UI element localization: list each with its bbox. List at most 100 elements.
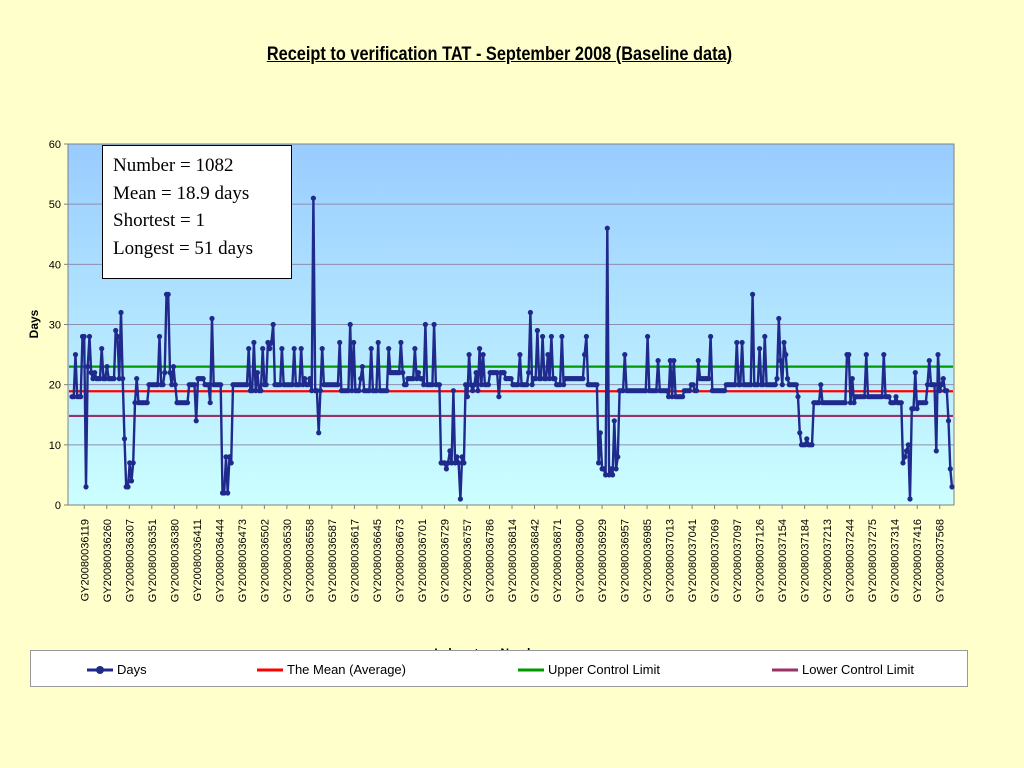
days-point (739, 339, 745, 346)
days-point (104, 364, 110, 370)
x-tick-label: GY20080036871 (552, 519, 564, 602)
days-point (477, 346, 483, 352)
x-tick-label: GY20080036786 (484, 519, 496, 602)
days-point (403, 382, 409, 388)
days-point (475, 388, 481, 394)
days-point (940, 376, 946, 382)
days-point (527, 309, 534, 316)
x-tick-label: GY20080036307 (124, 519, 136, 602)
stats-box: Number = 1082 Mean = 18.9 days Shortest … (102, 145, 292, 279)
days-point (517, 352, 523, 358)
days-point (561, 382, 567, 388)
days-point (279, 346, 285, 352)
y-axis-label: Days (27, 309, 41, 338)
days-point (270, 321, 276, 328)
y-tick-label: 10 (49, 440, 61, 452)
legend-item-days: Days (87, 651, 147, 688)
days-point (945, 418, 952, 424)
days-point (419, 376, 425, 382)
x-tick-label: GY20080036119 (79, 519, 91, 601)
days-point (793, 382, 799, 388)
y-tick-label: 20 (49, 380, 61, 392)
legend-ucl-marker (518, 668, 544, 671)
days-point (473, 370, 479, 376)
days-point (734, 339, 740, 346)
days-point (540, 333, 546, 340)
x-tick-label: GY20080037154 (777, 519, 789, 602)
days-point (706, 376, 712, 382)
days-point (431, 321, 437, 328)
days-point (337, 339, 343, 346)
days-point (359, 364, 365, 370)
legend-mean-marker (257, 668, 283, 671)
days-point (604, 225, 610, 231)
days-point (695, 358, 701, 364)
days-point (258, 388, 264, 394)
days-point (526, 370, 532, 376)
days-point (205, 382, 212, 388)
x-tick-label: GY20080037568 (935, 519, 947, 602)
days-point (471, 382, 477, 388)
x-tick-label: GY20080036757 (462, 519, 474, 602)
days-point (298, 346, 304, 352)
days-point (664, 388, 670, 394)
days-point (776, 315, 782, 322)
days-point (935, 352, 941, 358)
days-point (83, 484, 89, 490)
days-point (226, 454, 233, 460)
legend-item-mean: The Mean (Average) (257, 651, 406, 688)
days-point (461, 460, 467, 466)
days-point (923, 400, 929, 406)
days-point (85, 364, 91, 370)
days-point (162, 370, 168, 376)
days-point (398, 339, 404, 346)
days-point (291, 346, 297, 352)
days-point (447, 448, 453, 454)
y-tick-label: 30 (49, 320, 61, 332)
x-tick-label: GY20080036701 (417, 519, 429, 602)
days-point (254, 370, 260, 376)
days-point (608, 466, 614, 472)
x-tick-label: GY20080037213 (822, 519, 834, 602)
days-point (400, 370, 406, 376)
days-point (912, 370, 918, 376)
days-point (863, 352, 869, 358)
days-point (228, 460, 234, 466)
days-point (384, 388, 390, 394)
days-point (851, 400, 857, 406)
days-point (114, 333, 121, 340)
days-point (267, 346, 273, 352)
days-point (470, 388, 476, 394)
legend: Days The Mean (Average) Upper Control Li… (30, 650, 968, 687)
stats-longest: Longest = 51 days (113, 237, 254, 259)
days-point (842, 400, 848, 406)
days-point (762, 333, 768, 340)
days-point (596, 460, 602, 466)
days-point (386, 346, 392, 352)
legend-item-lcl: Lower Control Limit (772, 651, 914, 688)
x-tick-label: GY20080037275 (867, 519, 879, 602)
days-point (422, 321, 428, 328)
days-point (125, 484, 131, 490)
days-point (905, 442, 911, 448)
days-point (415, 370, 421, 376)
legend-lcl-label: Lower Control Limit (802, 662, 914, 677)
days-point (655, 358, 661, 364)
days-point (680, 394, 686, 400)
days-point (128, 478, 135, 484)
days-point (804, 436, 810, 442)
days-point (251, 339, 257, 346)
days-point (317, 388, 323, 394)
days-point (450, 388, 456, 394)
days-point (777, 358, 784, 364)
x-tick-label: GY20080036985 (642, 519, 654, 602)
reference-lines (69, 365, 953, 418)
x-tick-label: GY20080036929 (597, 519, 609, 602)
days-point (218, 382, 224, 388)
x-tick-label: GY20080037097 (732, 519, 744, 602)
days-point (583, 333, 590, 340)
days-point (358, 376, 364, 382)
days-point (165, 291, 171, 297)
days-point (938, 382, 945, 388)
x-tick-label: GY20080036587 (327, 519, 339, 602)
